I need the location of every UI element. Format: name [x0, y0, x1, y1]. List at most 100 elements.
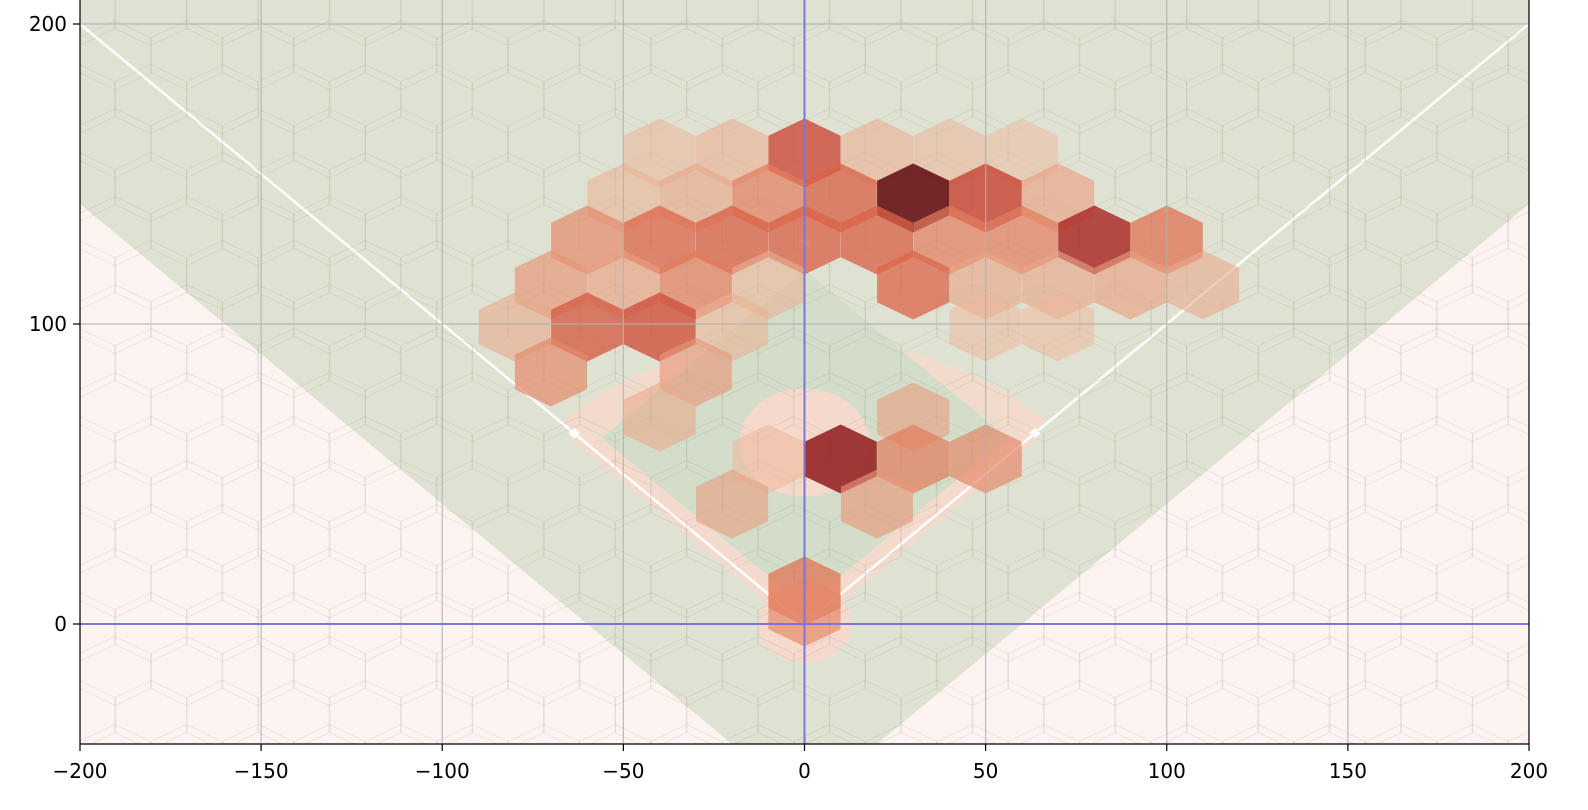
empty-hexbin	[1043, 0, 1116, 47]
empty-hexbin	[292, 724, 367, 744]
empty-hexbin	[578, 20, 652, 91]
empty-hexbin	[1293, 548, 1367, 618]
empty-hexbin	[185, 416, 259, 487]
empty-hexbin	[1400, 504, 1474, 575]
empty-hexbin	[257, 592, 331, 662]
empty-hexbin	[507, 548, 581, 618]
hexbin-cell	[696, 118, 769, 188]
empty-hexbin	[400, 64, 474, 135]
empty-hexbin	[80, 64, 116, 134]
empty-hexbin	[471, 504, 545, 575]
empty-hexbin	[471, 152, 545, 223]
empty-hexbin	[1328, 64, 1402, 135]
empty-hexbin	[257, 504, 331, 575]
empty-hexbin	[471, 680, 545, 744]
empty-hexbin	[257, 416, 331, 487]
empty-hexbin	[257, 0, 331, 47]
first-base	[1029, 427, 1041, 439]
empty-hexbin	[1364, 196, 1438, 267]
empty-hexbin	[80, 108, 152, 179]
empty-hexbin	[971, 592, 1045, 662]
zero-lines	[80, 0, 1529, 744]
empty-hexbin	[1471, 152, 1529, 223]
empty-hexbin	[1186, 416, 1259, 487]
empty-hexbin	[1471, 64, 1529, 135]
empty-hexbin	[1257, 328, 1331, 399]
empty-hexbin	[1293, 636, 1367, 706]
empty-hexbin	[864, 636, 938, 706]
empty-hexbin	[1186, 592, 1259, 662]
empty-hexbin	[1471, 240, 1529, 311]
empty-hexbin	[1114, 0, 1188, 47]
empty-hexbin	[1043, 64, 1116, 135]
empty-hexbin	[435, 636, 509, 706]
hexbin-cell	[478, 292, 551, 362]
empty-hexbin	[80, 653, 81, 689]
empty-hexbin	[221, 284, 295, 355]
empty-hexbin	[1400, 680, 1474, 744]
x-tick-label: 50	[973, 759, 998, 783]
empty-hexbin	[507, 636, 581, 706]
hexbin-cell	[623, 382, 696, 452]
empty-hexbin	[80, 152, 116, 222]
empty-hexbin	[1328, 416, 1402, 487]
empty-hexbin	[471, 592, 545, 662]
empty-hexbin	[1364, 460, 1438, 531]
empty-hexbin	[1471, 680, 1529, 744]
empty-hexbin	[1043, 680, 1116, 744]
empty-hexbin	[1471, 592, 1529, 662]
hexbin-cell	[913, 118, 986, 188]
empty-hexbin	[1007, 636, 1081, 706]
empty-hexbin	[221, 108, 295, 179]
empty-hexbin	[1471, 0, 1529, 47]
empty-hexbin	[1150, 636, 1224, 706]
empty-hexbin	[1364, 724, 1438, 744]
empty-hexbin	[543, 504, 616, 575]
empty-hexbin	[1507, 115, 1529, 172]
empty-hexbin	[1221, 196, 1295, 267]
empty-hexbin	[1114, 592, 1188, 662]
empty-hexbin	[1507, 643, 1529, 699]
empty-hexbin	[935, 548, 1009, 618]
empty-hexbin	[1400, 0, 1474, 47]
empty-hexbin	[757, 0, 831, 47]
empty-hexbin	[185, 504, 259, 575]
empty-hexbin	[1293, 372, 1367, 443]
empty-hexbin	[1471, 416, 1529, 487]
empty-hexbin	[828, 0, 902, 47]
empty-hexbin	[1007, 372, 1081, 443]
empty-hexbin	[364, 284, 438, 355]
empty-hexbin	[80, 724, 152, 744]
empty-hexbin	[1364, 20, 1438, 91]
empty-hexbin	[221, 20, 295, 91]
empty-hexbin	[1150, 372, 1224, 443]
empty-hexbin	[80, 504, 116, 574]
empty-hexbin	[328, 680, 402, 744]
empty-hexbin	[1436, 108, 1509, 179]
hexbin-cell	[985, 205, 1058, 275]
hexbin-cell	[804, 424, 877, 494]
empty-hexbin	[114, 592, 188, 662]
empty-hexbin	[971, 504, 1045, 575]
empty-hexbin	[614, 504, 688, 575]
empty-hexbin	[80, 389, 81, 425]
empty-hexbin	[1436, 548, 1509, 618]
empty-hexbin	[435, 196, 509, 267]
empty-hexbin	[543, 592, 616, 662]
hexbin-cell	[840, 469, 913, 539]
hexbin-cell	[659, 337, 732, 407]
empty-hexbin	[1364, 372, 1438, 443]
axes: −200 −150 −100 −50 0 50 100 150 200 0 100 200	[29, 0, 1548, 783]
empty-hexbin	[1436, 284, 1509, 355]
empty-hexbin	[828, 680, 902, 744]
empty-hexbin	[1507, 291, 1529, 347]
hexbin-cell	[551, 292, 624, 362]
empty-hexbin	[185, 0, 259, 47]
empty-hexbin	[150, 108, 224, 179]
empty-hexbin	[864, 548, 938, 618]
empty-hexbin	[1507, 27, 1529, 84]
empty-hexbin	[1186, 504, 1259, 575]
empty-hexbin	[793, 284, 866, 355]
hexbin-cell	[732, 424, 805, 494]
empty-hexbin	[435, 548, 509, 618]
